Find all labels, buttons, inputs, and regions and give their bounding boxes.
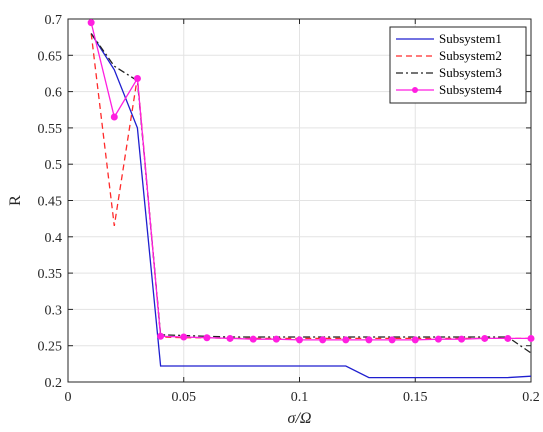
series-point-subsystem4 xyxy=(365,336,373,344)
legend-label: Subsystem4 xyxy=(439,82,502,97)
legend: Subsystem1 Subsystem2 Subsystem3 Subsystem4 xyxy=(389,26,527,104)
axis-ticks: 0 0.05 0.1 0.15 0.2 0.2 0.25 0.3 0.35 0.4 0.45 0.5 0… xyxy=(38,13,540,405)
legend-label: Subsystem1 xyxy=(439,31,502,46)
y-tick-label: 0.6 xyxy=(45,86,63,101)
series-layer xyxy=(87,19,535,379)
series-point-subsystem4 xyxy=(319,336,327,344)
y-tick-label: 0.45 xyxy=(38,195,63,210)
x-tick-label: 0.2 xyxy=(522,390,540,405)
series-point-subsystem4 xyxy=(133,75,141,83)
y-tick-label: 0.7 xyxy=(45,13,63,28)
y-tick-label: 0.2 xyxy=(45,376,63,391)
series-point-subsystem4 xyxy=(481,334,489,342)
y-tick-label: 0.3 xyxy=(45,303,63,318)
legend-label: Subsystem3 xyxy=(439,65,502,80)
y-tick-label: 0.35 xyxy=(38,267,63,282)
series-point-subsystem4 xyxy=(226,334,234,342)
series-point-subsystem4 xyxy=(342,336,350,344)
series-line-subsystem4 xyxy=(90,22,531,341)
series-point-subsystem4 xyxy=(272,335,280,343)
series-line-subsystem3 xyxy=(90,33,532,354)
y-tick-label: 0.25 xyxy=(38,340,63,355)
series-point-subsystem4 xyxy=(296,336,303,344)
x-tick-label: 0 xyxy=(65,390,72,405)
series-point-subsystem4 xyxy=(249,335,257,343)
series-point-subsystem4 xyxy=(157,332,165,340)
y-axis-label: R xyxy=(7,195,24,206)
legend-label: Subsystem2 xyxy=(439,48,502,63)
y-tick-label: 0.4 xyxy=(45,231,63,246)
x-tick-label: 0.1 xyxy=(291,390,309,405)
series-point-subsystem4 xyxy=(434,335,442,343)
series-point-subsystem4 xyxy=(527,334,535,342)
series-line-subsystem2 xyxy=(90,33,531,340)
series-point-subsystem4 xyxy=(458,335,466,343)
y-tick-label: 0.55 xyxy=(38,122,63,137)
x-axis-label: σ/Ω xyxy=(288,410,312,427)
series-point-subsystem4 xyxy=(110,113,118,121)
series-point-subsystem4 xyxy=(180,333,188,341)
series-point-subsystem4 xyxy=(504,334,512,342)
series-line-subsystem1 xyxy=(90,33,532,379)
y-tick-label: 0.65 xyxy=(38,49,63,64)
y-tick-label: 0.5 xyxy=(45,158,63,173)
series-point-subsystem4 xyxy=(87,19,95,27)
x-tick-label: 0.15 xyxy=(403,390,428,405)
series-point-subsystem4 xyxy=(203,334,211,342)
legend-marker xyxy=(412,87,418,93)
x-tick-label: 0.05 xyxy=(172,390,197,405)
series-point-subsystem4 xyxy=(388,336,396,344)
series-point-subsystem4 xyxy=(411,336,419,344)
